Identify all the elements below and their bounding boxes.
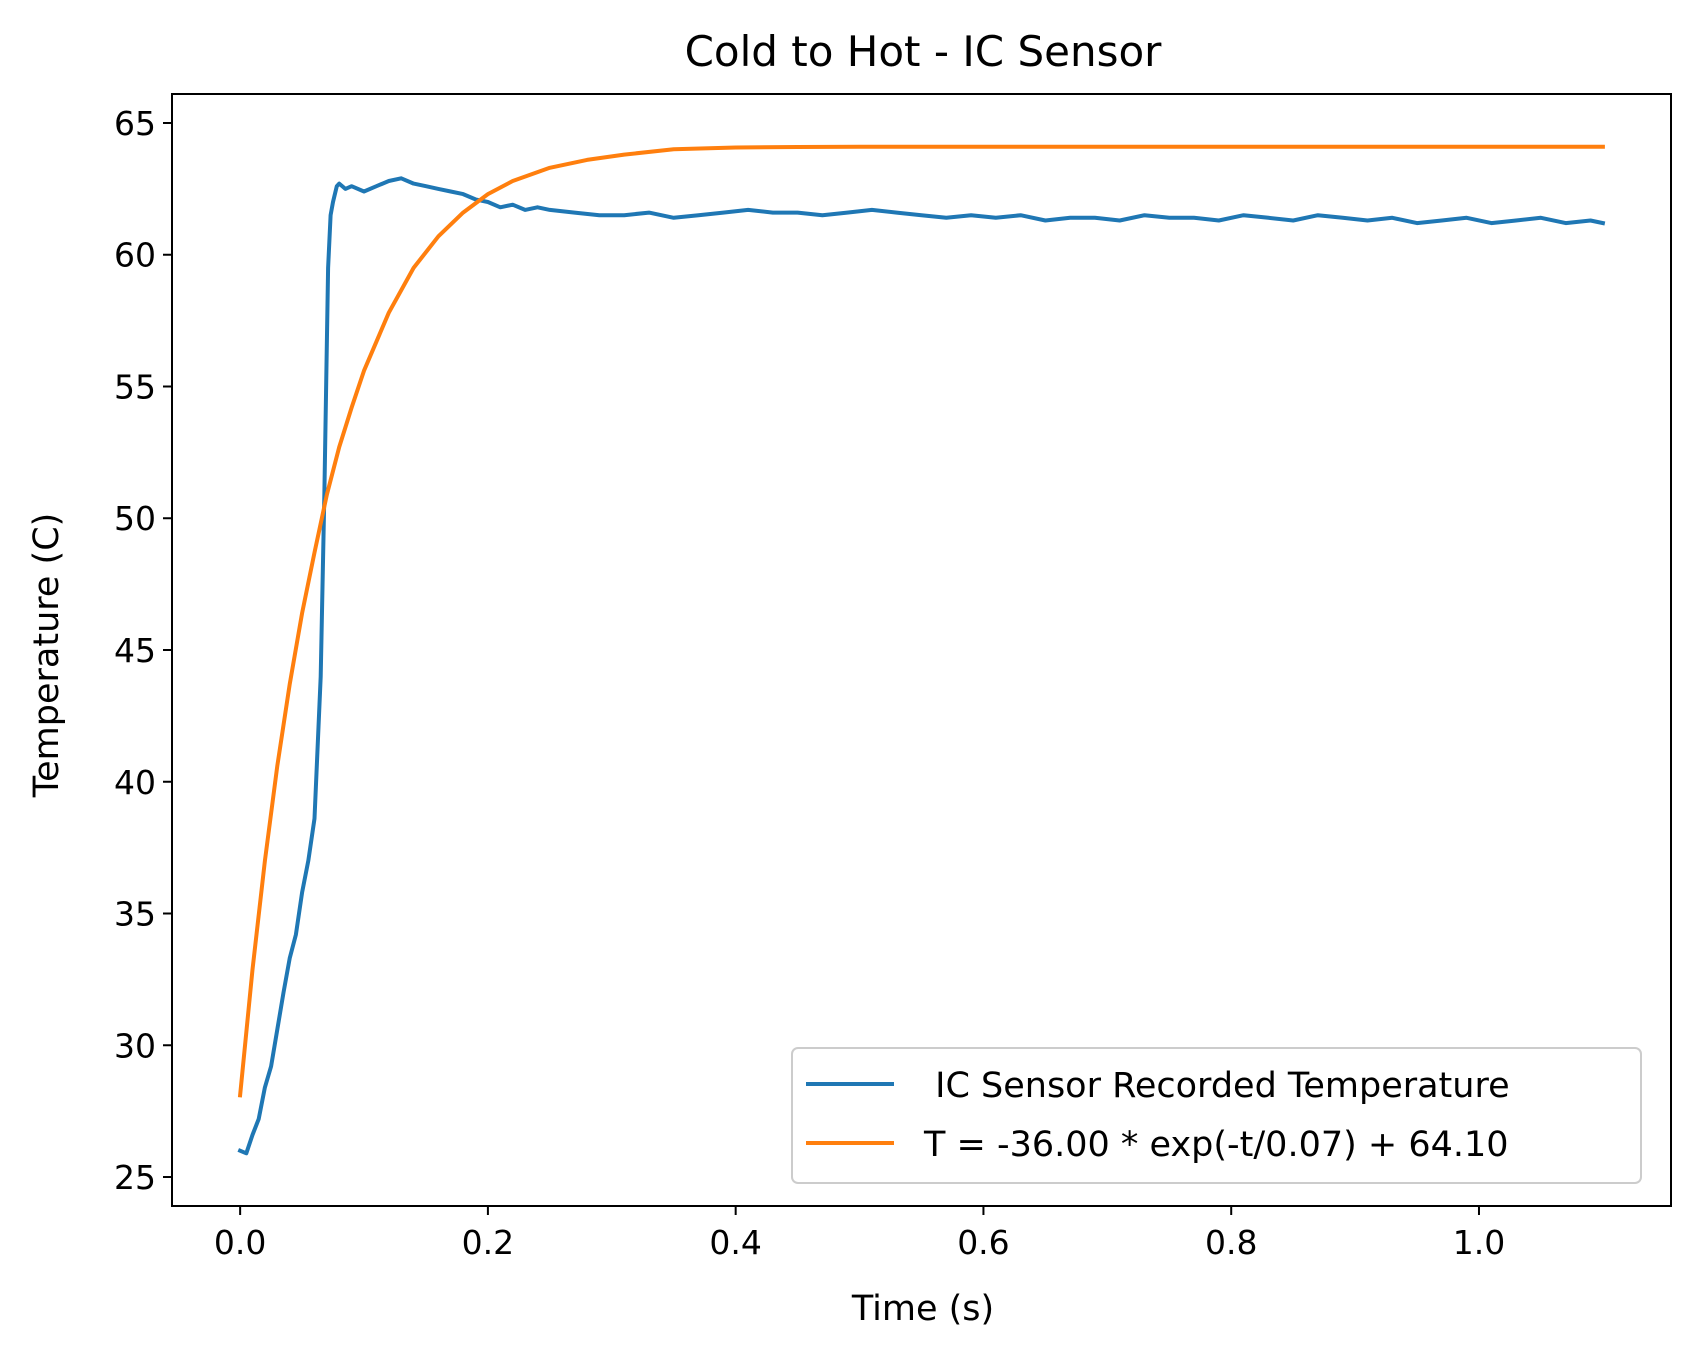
x-axis-label: Time (s) <box>851 1289 994 1329</box>
y-tick-label: 45 <box>114 631 156 670</box>
x-tick-label: 0.8 <box>1205 1223 1257 1262</box>
series-line-fit <box>237 144 1605 1098</box>
legend-label: IC Sensor Recorded Temperature <box>924 1066 1510 1106</box>
y-tick-label: 55 <box>114 367 156 406</box>
y-tick-label: 50 <box>114 499 156 538</box>
x-tick-label: 0.0 <box>214 1223 266 1262</box>
legend-label: T = -36.00 * exp(-t/0.07) + 64.10 <box>923 1125 1509 1165</box>
y-axis-ticks: 25 30 35 40 45 50 55 60 65 <box>114 104 172 1197</box>
plot-frame <box>171 93 1672 1207</box>
plot-area <box>237 144 1606 1156</box>
x-tick-label: 0.4 <box>709 1223 761 1262</box>
x-axis-ticks: 0.0 0.2 0.4 0.6 0.8 1.0 <box>214 1206 1505 1262</box>
y-tick-label: 65 <box>114 104 156 143</box>
x-tick-label: 0.2 <box>462 1223 514 1262</box>
y-tick-label: 30 <box>114 1026 156 1065</box>
y-tick-label: 35 <box>114 895 156 934</box>
y-tick-label: 60 <box>114 236 156 275</box>
chart-title: Cold to Hot - IC Sensor <box>685 27 1163 76</box>
y-tick-label: 40 <box>114 763 156 802</box>
y-tick-label: 25 <box>114 1158 156 1197</box>
y-axis-label: Temperature (C) <box>27 513 67 799</box>
legend: IC Sensor Recorded Temperature T = -36.00… <box>791 1047 1642 1184</box>
x-tick-label: 1.0 <box>1453 1223 1505 1262</box>
legend-box <box>791 1047 1642 1184</box>
x-tick-label: 0.6 <box>957 1223 1009 1262</box>
series-line-ic-sensor <box>237 176 1606 1156</box>
